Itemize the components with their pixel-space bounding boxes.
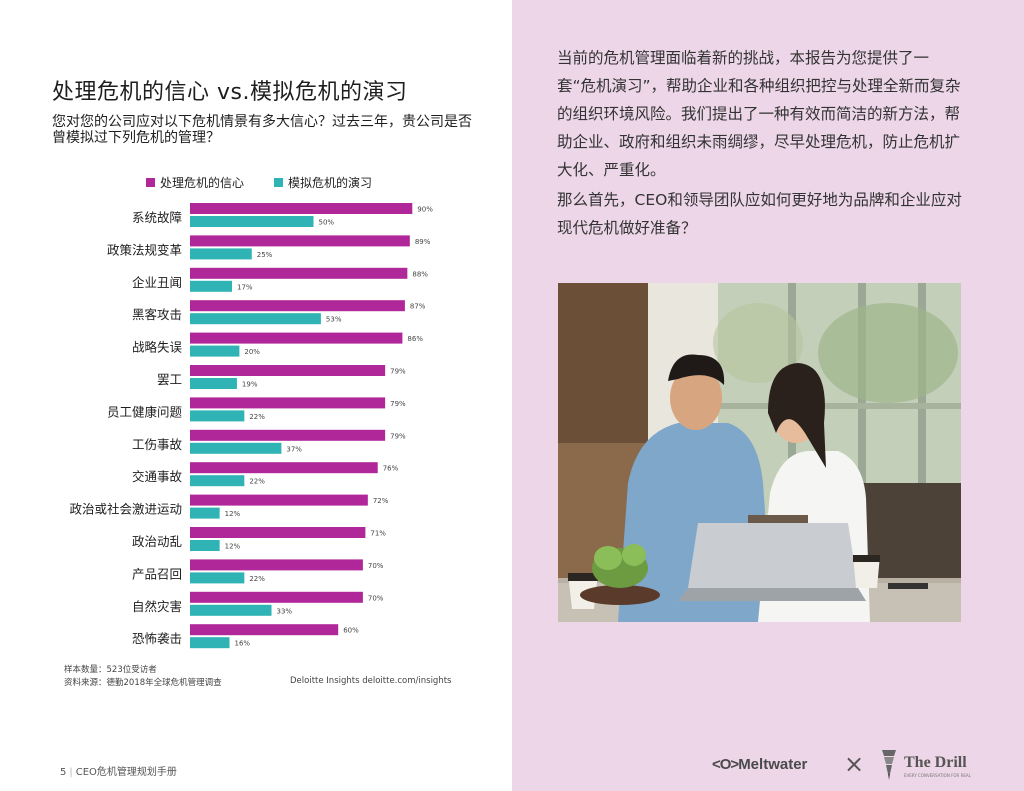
bar-simulation <box>190 410 245 422</box>
bar-confidence <box>190 332 403 344</box>
source-note: 资料来源：德勤2018年全球危机管理调查 <box>64 678 222 688</box>
category-label: 罢工 <box>157 372 182 387</box>
bar-value-label: 20% <box>244 348 260 356</box>
bar-value-label: 12% <box>225 510 241 518</box>
category-label: 政治或社会激进运动 <box>69 502 182 517</box>
left-page: 处理危机的信心 vs.模拟危机的演习 您对您的公司应对以下危机情景有多大信心？过… <box>52 80 472 778</box>
bar-value-label: 70% <box>368 562 384 570</box>
bar-value-label: 22% <box>249 575 265 583</box>
category-label: 企业丑闻 <box>132 275 182 290</box>
bar-simulation <box>190 540 220 551</box>
legend-swatch-2 <box>274 178 283 187</box>
bar-simulation <box>190 604 272 616</box>
meltwater-logo: <O>Meltwater <box>712 756 808 773</box>
drill-logo-text: The Drill <box>904 754 967 771</box>
bar-confidence <box>190 267 408 279</box>
bar-simulation <box>190 475 245 487</box>
bar-confidence <box>190 591 363 603</box>
bar-value-label: 19% <box>242 381 258 389</box>
category-label: 政治动乱 <box>132 534 182 549</box>
meltwater-mark-icon: <O> <box>712 756 739 773</box>
category-label: 政策法规变革 <box>107 242 182 257</box>
bar-value-label: 79% <box>390 368 406 376</box>
category-label: 恐怖袭击 <box>132 631 182 646</box>
legend-label-1: 处理危机的信心 <box>160 175 244 190</box>
bar-simulation <box>190 572 245 584</box>
sample-note: 样本数量：523位受访者 <box>64 665 157 675</box>
chart-subtitle: 您对您的公司应对以下危机情景有多大信心？过去三年，贵公司是否曾模拟过下列危机的管… <box>52 114 472 146</box>
category-label: 战略失误 <box>132 340 183 355</box>
bar-value-label: 90% <box>417 206 433 214</box>
bar-value-label: 17% <box>237 283 253 291</box>
page-number: 5 <box>60 767 67 778</box>
bar-value-label: 16% <box>235 640 251 648</box>
bar-confidence <box>190 429 386 441</box>
bar-value-label: 25% <box>257 251 273 259</box>
bar-confidence <box>190 203 413 214</box>
bar-value-label: 86% <box>407 335 423 343</box>
bar-value-label: 22% <box>249 478 265 486</box>
category-label: 交通事故 <box>132 469 183 484</box>
legend-label-2: 模拟危机的演习 <box>288 175 372 190</box>
bar-simulation <box>190 345 240 357</box>
bar-confidence <box>190 527 366 538</box>
bar-confidence <box>190 365 386 376</box>
bar-simulation <box>190 280 232 292</box>
bar-value-label: 60% <box>343 627 359 635</box>
source-link: Deloitte Insights deloitte.com/insights <box>290 676 452 686</box>
category-label: 自然灾害 <box>132 599 182 614</box>
category-label: 员工健康问题 <box>107 404 183 419</box>
intro-paragraph: 当前的危机管理面临着新的挑战，本报告为您提供了一套“危机演习”，帮助企业和各种组… <box>557 49 961 179</box>
bar-value-label: 53% <box>326 316 342 324</box>
bar-confidence <box>190 559 363 571</box>
bar-value-label: 33% <box>277 607 293 615</box>
bar-value-label: 70% <box>368 594 384 602</box>
bar-simulation <box>190 637 230 649</box>
bar-value-label: 89% <box>415 238 431 246</box>
bar-value-label: 79% <box>390 432 406 440</box>
bar-value-label: 79% <box>390 400 406 408</box>
bar-simulation <box>190 442 282 454</box>
category-label: 黑客攻击 <box>132 307 182 322</box>
bar-confidence <box>190 235 410 247</box>
bar-confidence <box>190 397 386 409</box>
bar-value-label: 76% <box>383 465 399 473</box>
category-label: 工伤事故 <box>132 437 183 452</box>
bar-simulation <box>190 378 237 389</box>
photo-meeting <box>558 283 961 622</box>
bar-confidence <box>190 300 405 312</box>
bar-confidence <box>190 624 339 636</box>
bar-value-label: 87% <box>410 303 426 311</box>
bar-confidence <box>190 462 378 474</box>
legend-swatch-1 <box>146 178 155 187</box>
bar-value-label: 37% <box>286 445 302 453</box>
page-footer: 5 | CEO危机管理规划手册 <box>60 767 177 778</box>
bar-simulation <box>190 248 252 260</box>
times-icon: × <box>844 750 865 778</box>
bar-simulation <box>190 313 321 325</box>
bar-simulation <box>190 507 220 519</box>
chart-title: 处理危机的信心 vs.模拟危机的演习 <box>52 80 408 105</box>
bar-value-label: 50% <box>319 219 335 227</box>
bar-value-label: 72% <box>373 497 389 505</box>
bar-value-label: 88% <box>412 270 428 278</box>
question-paragraph: 那么首先，CEO和领导团队应如何更好地为品牌和企业应对现代危机做好准备？ <box>557 191 962 237</box>
page-title-footer: CEO危机管理规划手册 <box>75 767 177 778</box>
bar-value-label: 12% <box>225 543 241 551</box>
bar-simulation <box>190 216 314 227</box>
bar-value-label: 22% <box>249 413 265 421</box>
drill-tagline: EVERY CONVERSATION FOR REAL <box>904 773 971 778</box>
bar-value-label: 71% <box>370 530 386 538</box>
bar-confidence <box>190 494 368 506</box>
category-label: 系统故障 <box>132 210 182 225</box>
partner-logos: <O>Meltwater × The Drill EVERY CONVERSAT… <box>712 748 992 782</box>
category-label: 产品召回 <box>132 566 182 581</box>
drill-logo-icon <box>882 750 896 780</box>
